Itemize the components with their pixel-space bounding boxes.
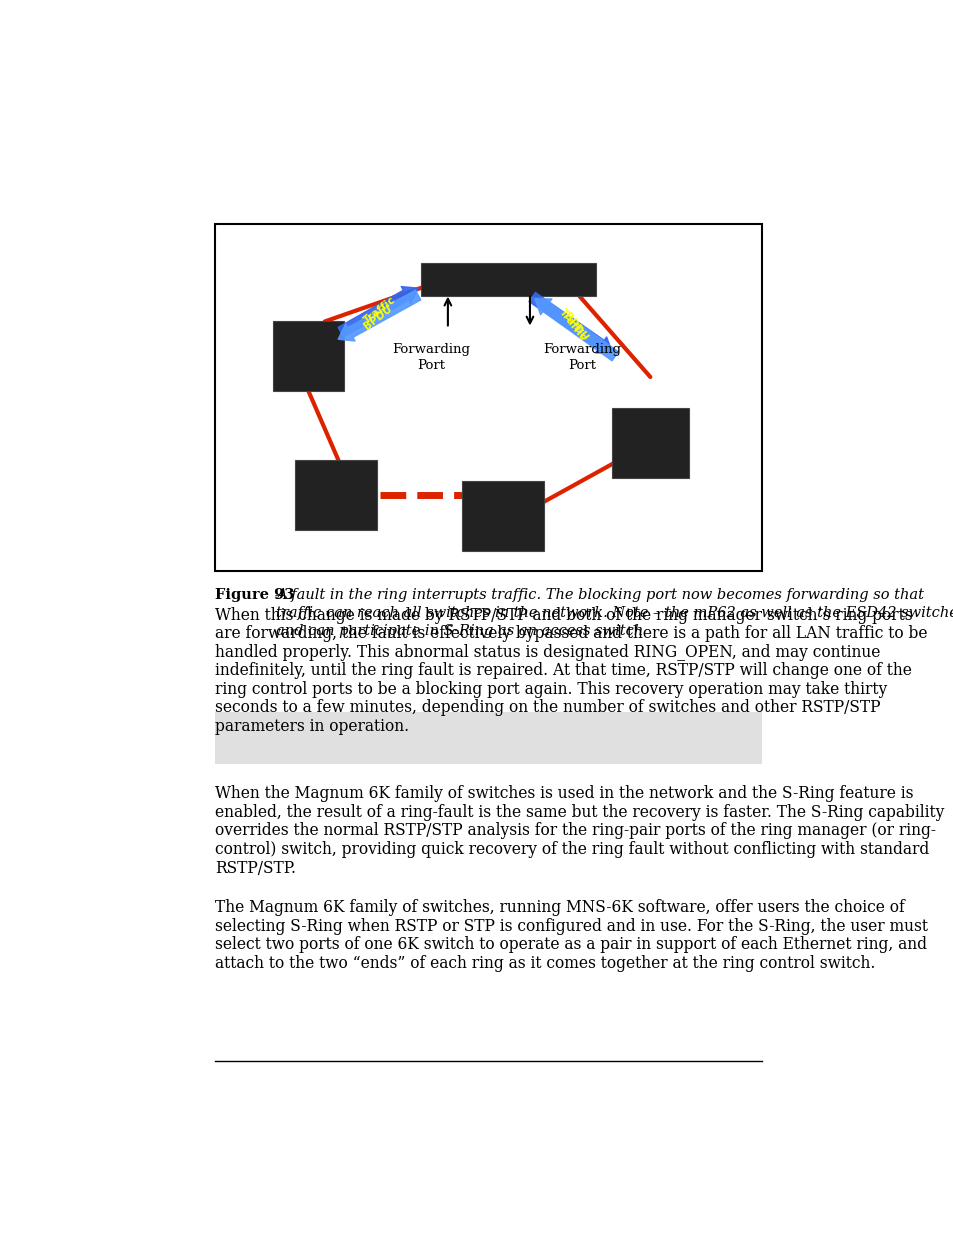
Text: RSTP/STP.: RSTP/STP. <box>215 860 296 877</box>
Text: are forwarding, the fault is effectively bypassed and there is a path for all LA: are forwarding, the fault is effectively… <box>215 625 927 642</box>
Text: Forwarding
Port: Forwarding Port <box>392 343 470 373</box>
Text: –: – <box>270 589 287 603</box>
Text: attach to the two “ends” of each ring as it comes together at the ring control s: attach to the two “ends” of each ring as… <box>215 955 875 972</box>
Text: Figure 93: Figure 93 <box>215 589 294 603</box>
Bar <box>461 482 543 551</box>
Text: overrides the normal RSTP/STP analysis for the ring-pair ports of the ring manag: overrides the normal RSTP/STP analysis f… <box>215 823 936 840</box>
Bar <box>294 461 376 530</box>
Bar <box>420 263 595 296</box>
FancyArrowPatch shape <box>529 293 612 353</box>
Text: A fault in the ring interrupts traffic. The blocking port now becomes forwarding: A fault in the ring interrupts traffic. … <box>275 589 953 638</box>
Text: parameters in operation.: parameters in operation. <box>215 718 409 735</box>
Bar <box>215 225 761 572</box>
Text: Traffic: Traffic <box>361 295 397 326</box>
Text: When this change is made by RSTP/STP and both of the ring manager switch’s ring : When this change is made by RSTP/STP and… <box>215 606 912 624</box>
Bar <box>273 321 344 391</box>
Text: The Magnum 6K family of switches, running MNS-6K software, offer users the choic: The Magnum 6K family of switches, runnin… <box>215 899 904 916</box>
FancyArrowPatch shape <box>337 287 417 337</box>
Text: Traffic: Traffic <box>557 308 587 343</box>
FancyArrowPatch shape <box>337 290 420 341</box>
Text: select two ports of one 6K switch to operate as a pair in support of each Ethern: select two ports of one 6K switch to ope… <box>215 936 926 953</box>
Text: indefinitely, until the ring fault is repaired. At that time, RSTP/STP will chan: indefinitely, until the ring fault is re… <box>215 662 911 679</box>
Text: control) switch, providing quick recovery of the ring fault without conflicting : control) switch, providing quick recover… <box>215 841 928 858</box>
Text: BPDU: BPDU <box>362 303 394 331</box>
Text: When the Magnum 6K family of switches is used in the network and the S-Ring feat: When the Magnum 6K family of switches is… <box>215 785 913 803</box>
Text: selecting S-Ring when RSTP or STP is configured and in use. For the S-Ring, the : selecting S-Ring when RSTP or STP is con… <box>215 918 927 935</box>
Text: seconds to a few minutes, depending on the number of switches and other RSTP/STP: seconds to a few minutes, depending on t… <box>215 699 880 716</box>
FancyArrowPatch shape <box>535 299 618 361</box>
Text: handled properly. This abnormal status is designated RING_OPEN, and may continue: handled properly. This abnormal status i… <box>215 643 880 661</box>
Text: enabled, the result of a ring-fault is the same but the recovery is faster. The : enabled, the result of a ring-fault is t… <box>215 804 943 821</box>
Text: ring control ports to be a blocking port again. This recovery operation may take: ring control ports to be a blocking port… <box>215 680 886 698</box>
Bar <box>215 713 761 764</box>
Text: BPDU: BPDU <box>560 311 589 343</box>
Text: Forwarding
Port: Forwarding Port <box>542 343 620 373</box>
Bar <box>612 409 688 478</box>
